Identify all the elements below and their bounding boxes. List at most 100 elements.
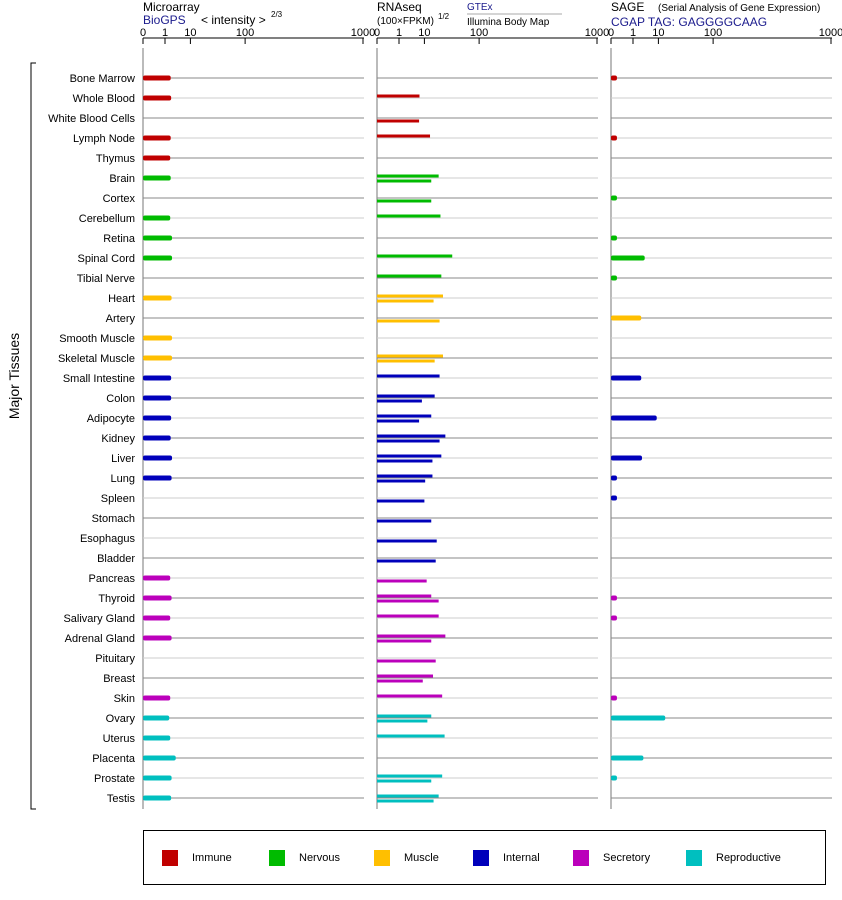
tissue-label-thyroid: Thyroid: [98, 593, 135, 605]
bar-sage-skin: [611, 695, 617, 701]
tissue-label-bladder: Bladder: [97, 553, 135, 565]
bar-sage-bone-marrow: [611, 75, 617, 81]
bar-rnaseq-illumina-testis: [377, 799, 434, 803]
tissue-label-lymph-node: Lymph Node: [73, 133, 135, 145]
bar-rnaseq-illumina-cortex: [377, 199, 432, 203]
bar-rnaseq-illumina-pancreas: [377, 579, 427, 583]
bar-microarray-lung: [143, 475, 172, 481]
tissue-label-liver: Liver: [111, 453, 135, 465]
tissue-label-skeletal-muscle: Skeletal Muscle: [58, 353, 135, 365]
bar-sage-prostate: [611, 775, 617, 781]
bar-rnaseq-illumina-lung: [377, 479, 426, 483]
bar-rnaseq-illumina-adrenal-gland: [377, 639, 432, 643]
bar-microarray-cerebellum: [143, 215, 171, 221]
panel-3-tick-label-10: 10: [652, 27, 664, 39]
legend-label-immune: Immune: [192, 852, 232, 864]
bar-microarray-salivary-gland: [143, 615, 171, 621]
bar-rnaseq-illumina-thyroid: [377, 599, 439, 603]
bar-sage-small-intestine: [611, 375, 642, 381]
legend-swatch-internal: [473, 850, 489, 866]
tissue-label-adrenal-gland: Adrenal Gland: [65, 633, 135, 645]
tissue-label-tibial-nerve: Tibial Nerve: [77, 273, 135, 285]
bar-rnaseq-illumina-bladder: [377, 559, 436, 563]
sage-title: SAGE: [611, 0, 644, 14]
bar-rnaseq-illumina-breast: [377, 679, 423, 683]
bar-sage-lung: [611, 475, 617, 481]
tissue-label-spleen: Spleen: [101, 493, 135, 505]
tissue-label-small-intestine: Small Intestine: [63, 373, 135, 385]
tissue-label-pituitary: Pituitary: [95, 653, 135, 665]
bar-rnaseq-illumina-ovary: [377, 719, 428, 723]
bar-rnaseq-gtex-uterus: [377, 734, 445, 738]
bar-microarray-adipocyte: [143, 415, 172, 421]
bar-microarray-thymus: [143, 155, 171, 161]
biogps-link[interactable]: BioGPS: [143, 13, 186, 27]
gtex-link[interactable]: GTEx: [467, 2, 493, 13]
bar-rnaseq-gtex-prostate: [377, 774, 443, 778]
legend-item-nervous: Nervous: [269, 850, 340, 866]
bar-microarray-pancreas: [143, 575, 171, 581]
bar-sage-salivary-gland: [611, 615, 617, 621]
bar-rnaseq-illumina-spleen: [377, 499, 425, 503]
tissue-label-stomach: Stomach: [92, 513, 135, 525]
bar-rnaseq-illumina-brain: [377, 179, 432, 183]
bar-sage-tibial-nerve: [611, 275, 617, 281]
bar-rnaseq-illumina-prostate: [377, 779, 432, 783]
bar-rnaseq-gtex-skeletal-muscle: [377, 354, 443, 358]
bar-microarray-uterus: [143, 735, 171, 741]
tissue-label-brain: Brain: [109, 173, 135, 185]
bar-rnaseq-illumina-colon: [377, 399, 422, 403]
legend-swatch-reproductive: [686, 850, 702, 866]
panel-1-tick-label-10: 10: [184, 27, 196, 39]
bar-rnaseq-gtex-kidney: [377, 434, 446, 438]
microarray-exponent: 2/3: [271, 10, 283, 19]
tissue-label-thymus: Thymus: [96, 153, 136, 165]
tissue-label-artery: Artery: [106, 313, 136, 325]
bar-rnaseq-gtex-heart: [377, 294, 443, 298]
bar-microarray-testis: [143, 795, 172, 801]
bar-microarray-prostate: [143, 775, 172, 781]
cgap-tag-link[interactable]: CGAP TAG: GAGGGGCAAG: [611, 15, 767, 29]
legend-label-muscle: Muscle: [404, 852, 439, 864]
bar-rnaseq-gtex-tibial-nerve: [377, 274, 442, 278]
major-tissues-label: Major Tissues: [6, 333, 22, 419]
bar-rnaseq-illumina-stomach: [377, 519, 432, 523]
tissue-label-skin: Skin: [114, 693, 135, 705]
legend-item-immune: Immune: [162, 850, 232, 866]
rnaseq-exponent: 1/2: [438, 12, 450, 21]
legend-item-internal: Internal: [473, 850, 540, 866]
bar-microarray-liver: [143, 455, 173, 461]
bar-microarray-whole-blood: [143, 95, 172, 101]
bar-sage-placenta: [611, 755, 644, 761]
bar-rnaseq-illumina-kidney: [377, 439, 440, 443]
bar-sage-artery: [611, 315, 642, 321]
bar-sage-cortex: [611, 195, 617, 201]
tissue-label-white-blood-cells: White Blood Cells: [48, 113, 135, 125]
bar-rnaseq-illumina-artery: [377, 319, 440, 323]
legend-label-reproductive: Reproductive: [716, 852, 781, 864]
bar-sage-liver: [611, 455, 643, 461]
bar-rnaseq-gtex-liver: [377, 454, 442, 458]
bar-microarray-retina: [143, 235, 173, 241]
rnaseq-subtitle: (100×FPKM): [377, 16, 434, 27]
tissue-label-smooth-muscle: Smooth Muscle: [59, 333, 135, 345]
legend-swatch-nervous: [269, 850, 285, 866]
bar-rnaseq-gtex-small-intestine: [377, 374, 440, 378]
tissue-label-bone-marrow: Bone Marrow: [70, 73, 135, 85]
microarray-subtitle: < intensity >: [201, 13, 266, 27]
panel-1-tick-label-1000: 1000: [351, 27, 375, 39]
illumina-body-map-label: Illumina Body Map: [467, 17, 550, 28]
tissue-label-ovary: Ovary: [106, 713, 136, 725]
bar-microarray-skin: [143, 695, 171, 701]
bar-rnaseq-gtex-whole-blood: [377, 94, 420, 98]
panel-1-tick-label-100: 100: [236, 27, 254, 39]
panel-2-tick-label-1000: 1000: [585, 27, 609, 39]
bar-sage-retina: [611, 235, 617, 241]
tissue-label-retina: Retina: [103, 233, 136, 245]
bar-sage-lymph-node: [611, 135, 617, 141]
tissue-label-pancreas: Pancreas: [89, 573, 136, 585]
tissue-label-spinal-cord: Spinal Cord: [78, 253, 135, 265]
tissue-label-colon: Colon: [106, 393, 135, 405]
legend-item-reproductive: Reproductive: [686, 850, 781, 866]
